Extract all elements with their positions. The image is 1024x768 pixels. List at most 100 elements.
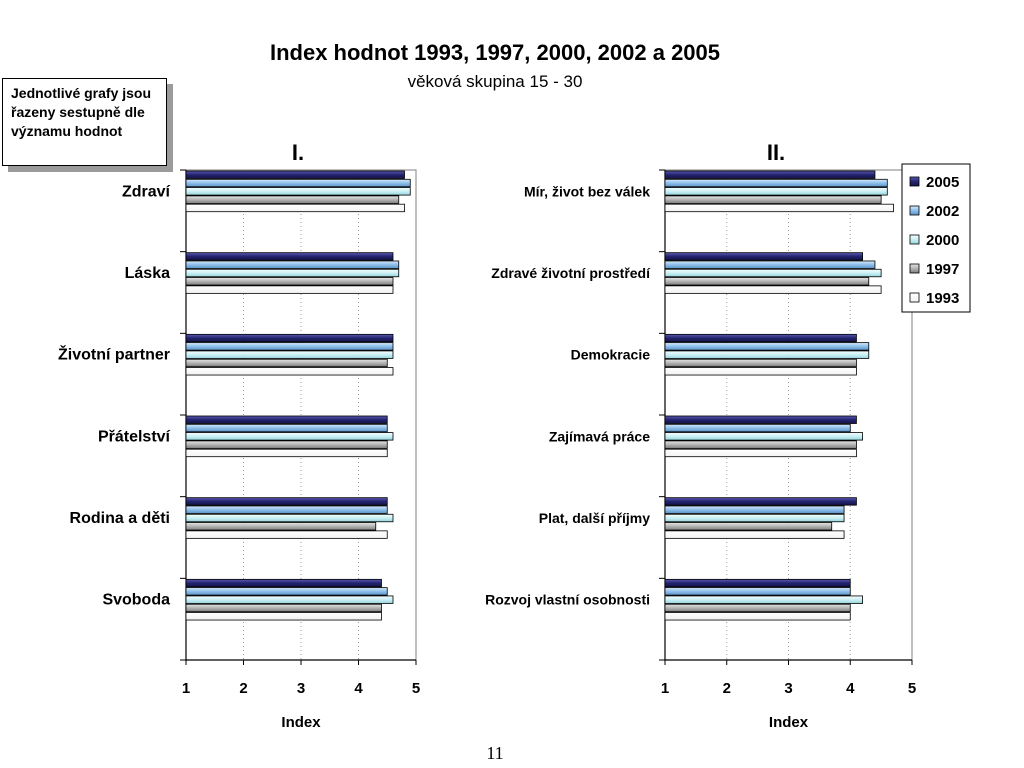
bar-2000	[185, 595, 394, 604]
category-label: Svoboda	[102, 592, 170, 609]
bar-1997	[185, 440, 388, 449]
bar-2005	[664, 578, 851, 588]
category-label: Láska	[125, 265, 170, 282]
x-tick-label: 1	[182, 680, 190, 697]
chart-panel-1: Zdraví Láska Životní partner Přátelství Rodi…	[58, 140, 420, 731]
bar-2005	[185, 333, 394, 343]
bar-2000	[664, 432, 864, 441]
bar-1997	[185, 603, 382, 613]
bar-1993	[664, 530, 845, 539]
bar-2000	[185, 187, 411, 196]
category-label: Mír, život bez válek	[524, 183, 650, 199]
category-label: Zdravé životní prostředí	[491, 265, 651, 281]
category-label: Plat, další příjmy	[539, 510, 650, 526]
legend-swatch-1997	[909, 263, 920, 274]
bar-1997	[185, 195, 400, 204]
category-label: Rodina a děti	[70, 510, 170, 527]
bar-1997	[664, 277, 870, 286]
bar-1993	[664, 203, 894, 213]
panel-title: II.	[767, 140, 785, 165]
category-label: Zajímavá práce	[549, 428, 650, 444]
bar-2005	[664, 333, 857, 343]
bar-2002	[185, 178, 411, 188]
bar-1993	[185, 530, 388, 539]
bar-2002	[185, 505, 388, 514]
bar-2000	[185, 513, 394, 523]
x-tick-label: 4	[846, 680, 855, 697]
bar-1993	[664, 448, 857, 458]
bar-2005	[185, 415, 388, 424]
bar-1997	[664, 522, 833, 531]
x-tick-label: 3	[784, 680, 792, 697]
bar-2000	[664, 350, 870, 359]
chart-panel-2: Mír, život bez válek Zdravé životní prost…	[485, 140, 916, 731]
legend-swatch-1993	[909, 292, 920, 303]
legend-swatch-2000	[909, 234, 920, 245]
x-tick-label: 5	[908, 680, 916, 697]
bar-2000	[664, 268, 882, 278]
category-label: Přátelství	[98, 428, 171, 445]
bar-1997	[664, 440, 857, 449]
bar-2005	[185, 497, 388, 506]
bar-1993	[185, 285, 394, 294]
bar-1993	[185, 448, 388, 458]
bar-1997	[664, 195, 882, 204]
bar-2000	[664, 513, 845, 523]
bar-2005	[664, 415, 857, 424]
legend-label: 2000	[926, 232, 959, 249]
bar-2005	[664, 252, 864, 261]
bar-2000	[185, 432, 394, 441]
bar-1997	[664, 358, 857, 368]
bar-2002	[185, 423, 388, 433]
bar-2005	[664, 170, 876, 179]
bar-2000	[185, 350, 394, 359]
x-axis-label: Index	[281, 714, 321, 731]
x-axis-label: Index	[769, 714, 809, 731]
bar-2002	[664, 342, 870, 351]
bar-1997	[185, 277, 394, 286]
legend-label: 2005	[926, 174, 959, 191]
legend-label: 1993	[926, 290, 959, 307]
x-tick-label: 3	[297, 680, 305, 697]
bar-2002	[664, 423, 851, 433]
category-label: Rozvoj vlastní osobnosti	[485, 592, 650, 608]
legend-label: 2002	[926, 203, 959, 220]
bar-2002	[185, 587, 388, 596]
bar-2005	[185, 170, 405, 179]
bar-1993	[185, 612, 382, 621]
bar-1993	[664, 285, 882, 294]
category-label: Zdraví	[122, 183, 171, 200]
bar-2002	[664, 178, 888, 188]
category-label: Demokracie	[571, 347, 651, 363]
bar-2000	[664, 595, 864, 604]
category-label: Životní partner	[58, 345, 170, 364]
legend-label: 1997	[926, 261, 959, 278]
bar-2002	[185, 260, 400, 269]
bar-1993	[185, 203, 405, 213]
bar-1997	[185, 522, 377, 531]
bar-2002	[185, 342, 394, 351]
panel-title: I.	[292, 140, 304, 165]
x-tick-label: 2	[239, 680, 247, 697]
x-tick-label: 4	[354, 680, 363, 697]
bar-1993	[664, 612, 851, 621]
legend-swatch-2002	[909, 205, 920, 216]
note-box: Jednotlivé grafy jsou řazeny sestupně dl…	[2, 78, 167, 166]
bar-2000	[664, 187, 888, 196]
bar-1997	[185, 358, 388, 368]
legend-swatch-2005	[909, 176, 920, 187]
bar-2005	[664, 497, 857, 506]
bar-1997	[664, 603, 851, 613]
bar-2005	[185, 252, 394, 261]
bar-1993	[185, 367, 394, 376]
bar-2002	[664, 260, 876, 269]
x-tick-label: 2	[723, 680, 731, 697]
page-number: 11	[486, 743, 504, 763]
bar-2002	[664, 587, 851, 596]
slide-subtitle: věková skupina 15 - 30	[407, 72, 583, 91]
chart-legend: 2005 2002 2000 1997 1993	[901, 163, 971, 313]
bar-1993	[664, 367, 857, 376]
slide-title: Index hodnot 1993, 1997, 2000, 2002 a 20…	[269, 40, 721, 65]
